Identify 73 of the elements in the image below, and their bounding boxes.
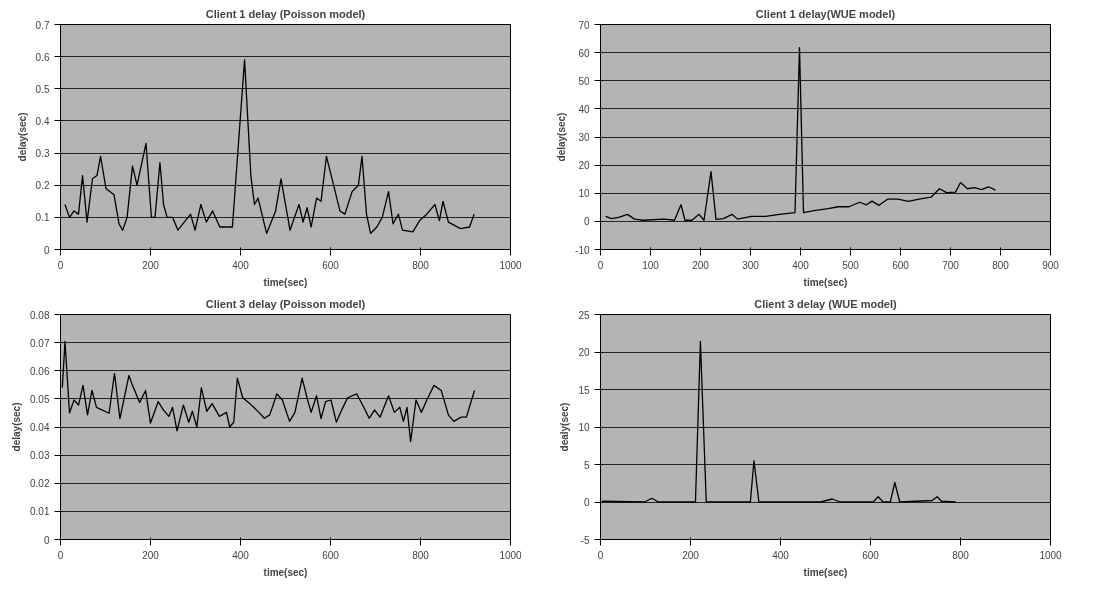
y-tick-label: 40 (578, 103, 590, 115)
y-tick-label: 10 (578, 422, 590, 433)
x-tick-label: 300 (742, 259, 760, 271)
y-tick-label: 30 (578, 132, 590, 143)
y-tick-label: 0.01 (30, 506, 50, 518)
y-tick-label: 0.02 (30, 478, 50, 490)
x-tick-label: 600 (862, 549, 880, 561)
x-tick-label: 200 (682, 549, 700, 561)
chart-title: Client 1 delay(WUE model) (755, 7, 896, 20)
x-tick-label: 800 (952, 549, 970, 561)
y-tick-label: -10 (575, 244, 590, 256)
y-axis-title: dealy(sec) (559, 402, 571, 452)
y-tick-label: 0.03 (30, 450, 50, 462)
y-tick-label: 0.7 (35, 19, 50, 31)
x-tick-label: 900 (1042, 259, 1060, 271)
x-axis-title: time(sec) (803, 276, 848, 288)
x-tick-label: 0 (57, 549, 64, 561)
x-tick-label: 200 (142, 549, 160, 561)
x-tick-label: 600 (322, 549, 340, 561)
y-tick-label: 0 (583, 497, 590, 508)
y-tick-label: 60 (578, 47, 590, 59)
y-tick-label: 15 (578, 384, 590, 396)
y-tick-label: 20 (578, 347, 590, 358)
y-tick-label: 0.07 (30, 337, 50, 349)
y-tick-label: 0.4 (35, 115, 50, 127)
x-tick-label: 200 (692, 259, 710, 271)
y-tick-label: 0.5 (35, 83, 50, 95)
x-tick-label: 400 (772, 549, 790, 561)
x-tick-label: 100 (642, 259, 660, 271)
x-tick-label: 400 (792, 259, 810, 271)
x-axis-title: time(sec) (263, 566, 308, 578)
x-axis-title: time(sec) (803, 566, 848, 578)
x-tick-label: 0 (597, 259, 604, 271)
x-tick-label: 400 (232, 259, 250, 271)
x-tick-label: 1000 (499, 549, 523, 561)
x-tick-label: 700 (942, 259, 960, 271)
x-tick-label: 800 (412, 259, 430, 271)
x-tick-label: 200 (142, 259, 160, 271)
y-tick-label: 0.04 (30, 422, 50, 433)
y-tick-label: 10 (578, 188, 590, 200)
y-axis-title: delay(sec) (16, 112, 28, 162)
y-tick-label: 0 (583, 216, 590, 228)
x-tick-label: 400 (232, 549, 250, 561)
y-tick-label: 70 (578, 19, 590, 31)
x-axis-title: time(sec) (263, 276, 308, 288)
y-tick-label: 0.05 (30, 393, 50, 405)
y-tick-label: 0 (43, 534, 50, 546)
chart-title: Client 1 delay (Poisson model) (205, 7, 366, 20)
x-tick-label: 1000 (499, 259, 523, 271)
chart-title: Client 3 delay (Poisson model) (205, 297, 366, 310)
x-tick-label: 800 (412, 549, 430, 561)
y-tick-label: 0.06 (30, 365, 50, 377)
y-tick-label: 0.3 (35, 148, 50, 160)
x-tick-label: 500 (842, 259, 860, 271)
x-tick-label: 1000 (1039, 549, 1063, 561)
x-tick-label: 600 (322, 259, 340, 271)
x-tick-label: 600 (892, 259, 910, 271)
x-tick-label: 0 (57, 259, 64, 271)
y-tick-label: -5 (580, 534, 590, 546)
x-tick-label: 0 (597, 549, 604, 561)
y-tick-label: 25 (578, 309, 590, 321)
y-tick-label: 0.08 (30, 309, 50, 321)
y-tick-label: 0 (43, 244, 50, 256)
y-tick-label: 0.1 (35, 212, 50, 224)
y-tick-label: 0.2 (35, 180, 50, 192)
y-tick-label: 20 (578, 160, 590, 172)
chart-title: Client 3 delay (WUE model) (754, 297, 898, 310)
y-axis-title: delay(sec) (556, 112, 568, 162)
x-tick-label: 800 (992, 259, 1010, 271)
y-tick-label: 5 (583, 459, 590, 471)
y-axis-title: delay(sec) (11, 402, 23, 452)
y-tick-label: 0.6 (35, 51, 50, 63)
y-tick-label: 50 (578, 75, 590, 87)
